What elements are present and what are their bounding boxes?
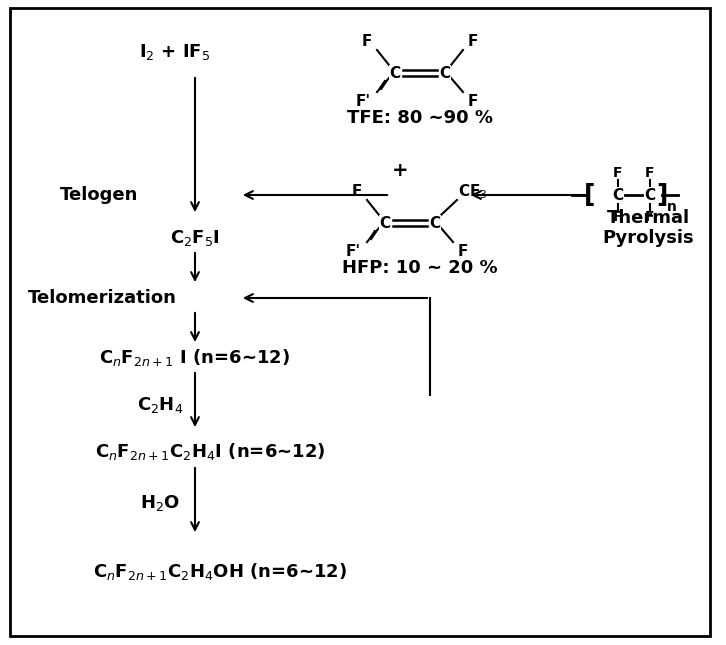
Text: F: F bbox=[468, 95, 478, 110]
Text: Thermal
Pyrolysis: Thermal Pyrolysis bbox=[602, 208, 694, 248]
Text: F: F bbox=[613, 210, 623, 224]
Text: C$_2$F$_5$I: C$_2$F$_5$I bbox=[170, 228, 220, 248]
Text: F: F bbox=[362, 34, 372, 50]
Text: F: F bbox=[458, 244, 468, 259]
Text: F: F bbox=[645, 210, 655, 224]
Text: C$_n$F$_{2n+1}$ I (n=6~12): C$_n$F$_{2n+1}$ I (n=6~12) bbox=[99, 348, 290, 368]
Text: ]: ] bbox=[656, 183, 668, 207]
Text: F: F bbox=[352, 184, 362, 199]
Text: C: C bbox=[430, 215, 441, 230]
Text: F: F bbox=[468, 34, 478, 50]
Text: Telomerization: Telomerization bbox=[28, 289, 177, 307]
Text: CF$_3$: CF$_3$ bbox=[458, 183, 488, 201]
Text: +: + bbox=[392, 161, 408, 179]
Text: F': F' bbox=[346, 244, 361, 259]
Text: C: C bbox=[645, 188, 656, 203]
Text: C$_n$F$_{2n+1}$C$_2$H$_4$OH (n=6~12): C$_n$F$_{2n+1}$C$_2$H$_4$OH (n=6~12) bbox=[93, 562, 347, 582]
Text: F: F bbox=[613, 166, 623, 180]
Text: C: C bbox=[439, 66, 451, 81]
Text: C$_n$F$_{2n+1}$C$_2$H$_4$I (n=6~12): C$_n$F$_{2n+1}$C$_2$H$_4$I (n=6~12) bbox=[95, 441, 325, 462]
Text: C: C bbox=[613, 188, 624, 203]
Text: TFE: 80 ~90 %: TFE: 80 ~90 % bbox=[347, 109, 493, 127]
Text: H$_2$O: H$_2$O bbox=[140, 493, 180, 513]
Text: F': F' bbox=[356, 95, 370, 110]
Text: C: C bbox=[380, 215, 391, 230]
Text: HFP: 10 ~ 20 %: HFP: 10 ~ 20 % bbox=[342, 259, 498, 277]
Text: [: [ bbox=[584, 183, 596, 207]
Text: n: n bbox=[667, 200, 677, 214]
Text: C: C bbox=[389, 66, 401, 81]
Text: I$_2$ + IF$_5$: I$_2$ + IF$_5$ bbox=[139, 42, 211, 62]
Text: F: F bbox=[645, 166, 655, 180]
Text: C$_2$H$_4$: C$_2$H$_4$ bbox=[136, 395, 183, 415]
Text: Telogen: Telogen bbox=[60, 186, 139, 204]
